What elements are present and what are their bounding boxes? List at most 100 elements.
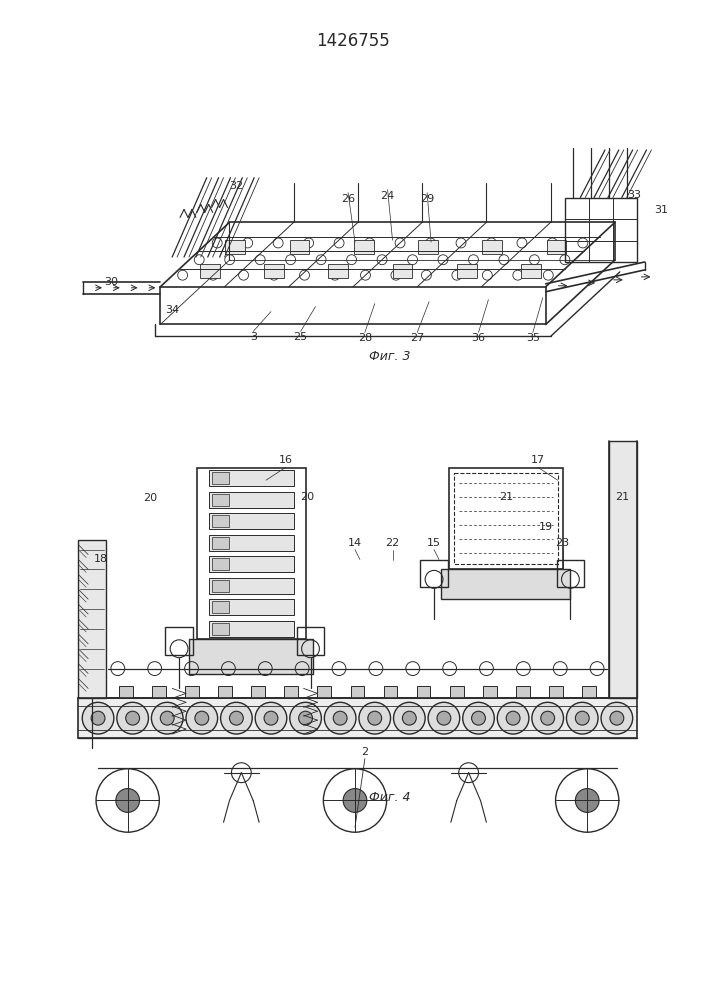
Bar xyxy=(211,494,230,506)
Bar xyxy=(197,468,305,639)
Bar xyxy=(290,240,310,254)
Bar xyxy=(86,686,100,698)
Circle shape xyxy=(541,711,554,725)
Circle shape xyxy=(160,711,174,725)
Bar xyxy=(615,686,629,698)
Bar xyxy=(609,440,636,698)
Circle shape xyxy=(532,702,563,734)
Circle shape xyxy=(186,702,218,734)
Bar xyxy=(209,556,293,572)
Circle shape xyxy=(290,702,322,734)
Circle shape xyxy=(151,702,183,734)
Text: 27: 27 xyxy=(410,333,424,343)
Circle shape xyxy=(116,789,139,812)
Bar xyxy=(209,578,293,594)
Circle shape xyxy=(126,711,139,725)
Text: 19: 19 xyxy=(539,522,553,532)
Text: 1426755: 1426755 xyxy=(316,32,390,50)
Circle shape xyxy=(255,702,287,734)
Circle shape xyxy=(195,711,209,725)
Bar xyxy=(211,558,230,570)
Bar xyxy=(209,599,293,615)
Text: 15: 15 xyxy=(427,538,441,548)
Circle shape xyxy=(428,702,460,734)
Bar xyxy=(211,515,230,527)
Bar xyxy=(218,686,232,698)
Text: 21: 21 xyxy=(615,492,629,502)
Text: 20: 20 xyxy=(144,493,158,503)
Bar xyxy=(211,472,230,484)
Circle shape xyxy=(575,711,589,725)
Circle shape xyxy=(325,702,356,734)
Bar xyxy=(418,240,438,254)
Circle shape xyxy=(264,711,278,725)
Text: 2: 2 xyxy=(361,747,368,757)
Text: 33: 33 xyxy=(628,190,642,200)
Bar xyxy=(226,240,245,254)
Bar xyxy=(449,468,563,569)
Text: 31: 31 xyxy=(654,205,668,215)
Bar xyxy=(354,240,374,254)
Text: 16: 16 xyxy=(279,455,293,465)
Circle shape xyxy=(497,702,529,734)
Bar xyxy=(152,686,166,698)
Bar xyxy=(252,686,265,698)
Bar xyxy=(211,537,230,549)
Text: 24: 24 xyxy=(380,191,395,201)
Circle shape xyxy=(462,702,494,734)
Bar xyxy=(209,513,293,529)
Bar xyxy=(119,686,133,698)
Bar xyxy=(211,623,230,635)
Circle shape xyxy=(394,702,425,734)
Text: 34: 34 xyxy=(165,305,180,315)
Text: 20: 20 xyxy=(300,492,315,502)
Bar xyxy=(78,698,636,738)
Bar xyxy=(556,560,584,587)
Circle shape xyxy=(343,789,367,812)
Text: 23: 23 xyxy=(556,538,570,548)
Bar xyxy=(297,627,325,655)
Bar xyxy=(547,240,566,254)
Circle shape xyxy=(117,702,148,734)
Bar xyxy=(211,601,230,613)
Bar xyxy=(211,580,230,592)
Circle shape xyxy=(221,702,252,734)
Bar xyxy=(328,264,348,278)
Bar xyxy=(209,492,293,508)
Text: 36: 36 xyxy=(472,333,486,343)
Text: 14: 14 xyxy=(348,538,362,548)
Text: 3: 3 xyxy=(250,332,257,342)
Text: 26: 26 xyxy=(341,194,355,204)
Bar xyxy=(317,686,332,698)
Text: 32: 32 xyxy=(229,181,243,191)
Circle shape xyxy=(610,711,624,725)
Bar xyxy=(200,264,220,278)
Circle shape xyxy=(566,702,598,734)
Bar xyxy=(351,686,364,698)
Circle shape xyxy=(437,711,451,725)
Text: 35: 35 xyxy=(526,333,540,343)
Bar xyxy=(185,686,199,698)
Bar xyxy=(78,540,106,698)
Text: 17: 17 xyxy=(531,455,545,465)
Text: 30: 30 xyxy=(104,277,118,287)
Circle shape xyxy=(359,702,390,734)
Circle shape xyxy=(506,711,520,725)
Circle shape xyxy=(82,702,114,734)
Bar xyxy=(209,535,293,551)
Bar xyxy=(515,686,530,698)
Bar xyxy=(566,198,636,262)
Bar xyxy=(384,686,397,698)
Bar xyxy=(189,639,313,674)
Bar xyxy=(264,264,284,278)
Circle shape xyxy=(402,711,416,725)
Text: 29: 29 xyxy=(420,194,434,204)
Circle shape xyxy=(230,711,243,725)
Text: Фиг. 4: Фиг. 4 xyxy=(369,791,410,804)
Bar xyxy=(450,686,464,698)
Bar xyxy=(582,686,596,698)
Circle shape xyxy=(601,702,633,734)
Bar xyxy=(165,627,193,655)
Bar xyxy=(416,686,431,698)
Bar xyxy=(454,473,558,564)
